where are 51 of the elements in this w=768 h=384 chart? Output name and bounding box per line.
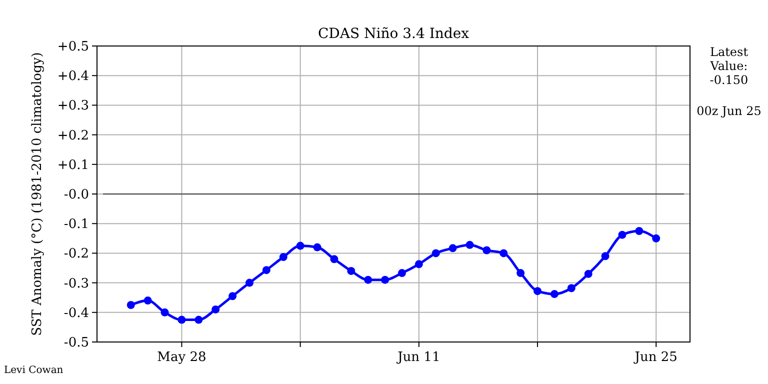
- point: [635, 227, 644, 235]
- point: [364, 276, 372, 284]
- y-tick-label: -0.1: [64, 217, 89, 232]
- point: [228, 292, 237, 300]
- y-tick-label: -0.0: [64, 188, 89, 202]
- point: [482, 246, 491, 254]
- y-tick-label: +0.2: [57, 128, 89, 144]
- point: [466, 240, 474, 249]
- point: [262, 266, 270, 274]
- point: [313, 243, 322, 252]
- point: [212, 305, 220, 314]
- text: Levi Cowan: [4, 365, 64, 376]
- point: [432, 249, 440, 258]
- point: [330, 255, 338, 264]
- point: [347, 266, 356, 275]
- point: [567, 284, 576, 292]
- point: [178, 316, 186, 324]
- point: [652, 234, 660, 242]
- chart-title: CDAS Niño 3.4 Index: [318, 26, 470, 42]
- point: [584, 270, 592, 278]
- point: [398, 269, 406, 278]
- point: [245, 278, 254, 287]
- point: [279, 253, 288, 262]
- point: [500, 249, 508, 258]
- point: [160, 308, 169, 316]
- point: [296, 242, 304, 250]
- point: [534, 287, 542, 296]
- point: [144, 296, 152, 305]
- point: [126, 301, 135, 309]
- y-tick-label: -0.4: [64, 306, 89, 321]
- point: [414, 260, 423, 268]
- x-tick-label: Jun 11: [396, 350, 440, 365]
- y-tick-label: -0.2: [64, 246, 89, 262]
- text: 00z Jun 25: [696, 104, 762, 118]
- x-tick-label: May 28: [157, 350, 206, 365]
- point: [381, 276, 390, 284]
- text: Latest Value: -0.150: [709, 45, 748, 87]
- point: [516, 269, 525, 278]
- y-tick-label: -0.5: [64, 336, 89, 350]
- y-tick-label: +0.4: [57, 69, 89, 84]
- y-tick-label: +0.5: [57, 40, 89, 54]
- y-tick-label: +0.3: [57, 98, 89, 114]
- point: [618, 230, 626, 239]
- x-tick-label: Jun 25: [632, 350, 678, 365]
- point: [194, 316, 203, 324]
- point: [550, 290, 558, 298]
- point: [601, 252, 610, 260]
- y-axis-title: SST Anomaly (°C) (1981-2010 climatology): [30, 52, 45, 336]
- y-tick-label: -0.3: [64, 276, 89, 292]
- y-tick-label: +0.1: [57, 158, 89, 173]
- point: [448, 244, 457, 252]
